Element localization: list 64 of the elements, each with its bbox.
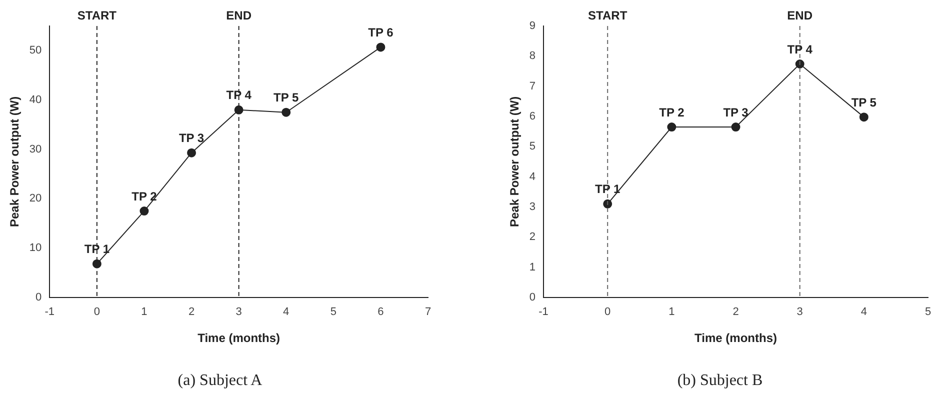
point [234,105,244,114]
y-tick-label: 8 [529,50,536,62]
y-tick-label: 10 [29,242,42,254]
x-tick-label: -1 [44,306,55,318]
annotation: TP 5 [851,95,877,110]
annotation: TP 4 [787,42,813,56]
point [795,59,804,68]
ref-line-label: END [226,8,252,22]
y-tick-label: 40 [29,94,42,106]
y-tick-label: 9 [529,20,536,32]
x-tick-label: 5 [330,306,336,318]
point [140,206,149,216]
x-tick-label: 4 [283,306,290,318]
point [667,122,676,132]
annotation: TP 3 [178,131,204,146]
x-tick-label: 1 [668,306,675,318]
x-tick-label: 2 [188,306,195,318]
annotation: TP 1 [595,182,620,196]
y-tick-label: 2 [529,231,536,244]
point [731,122,740,132]
y-tick-label: 7 [529,80,536,92]
y-tick-label: 3 [529,200,536,213]
ref-line-label: START [588,8,628,22]
annotation: TP 1 [84,242,110,256]
x-tick-label: 3 [796,306,803,318]
x-tick-label: 7 [424,306,432,318]
point [603,199,612,208]
point [376,42,386,52]
ref-line-label: END [787,8,813,22]
y-tick-label: 4 [529,170,536,183]
y-axis-title: Peak Power output (W) [8,96,22,228]
y-tick-label: 20 [29,192,42,205]
x-tick-label: 5 [924,306,932,318]
annotation: TP 4 [226,88,252,102]
y-tick-label: 0 [36,291,42,304]
x-tick-label: 4 [860,306,867,318]
y-tick-label: 0 [529,291,536,304]
x-tick-label: 2 [732,306,739,318]
x-tick-label: 6 [378,306,384,318]
annotation: TP 2 [659,105,685,120]
point [859,112,868,122]
y-axis-title: Peak Power output (W) [508,96,522,228]
point [92,259,102,268]
y-tick-label: 6 [529,110,536,122]
x-tick-label: -1 [538,306,548,318]
y-tick-label: 1 [529,261,536,274]
annotation: TP 5 [274,90,299,105]
text: (a) Subject A [176,372,264,390]
x-axis-title: Time (months) [198,331,280,346]
point [187,148,196,158]
text: (b) Subject B [676,372,764,390]
x-tick-label: 3 [236,306,242,318]
x-axis-title: Time (months) [694,331,777,346]
annotation: TP 6 [368,26,394,40]
annotation: TP 3 [723,105,749,120]
y-tick-label: 5 [529,140,536,153]
ref-line-label: START [77,8,118,22]
x-tick-label: 0 [604,306,611,318]
y-tick-label: 50 [29,44,42,57]
point [282,108,291,117]
annotation: TP 2 [132,189,158,204]
x-tick-label: 0 [94,306,100,318]
x-tick-label: 1 [141,306,148,318]
y-tick-label: 30 [29,143,42,156]
